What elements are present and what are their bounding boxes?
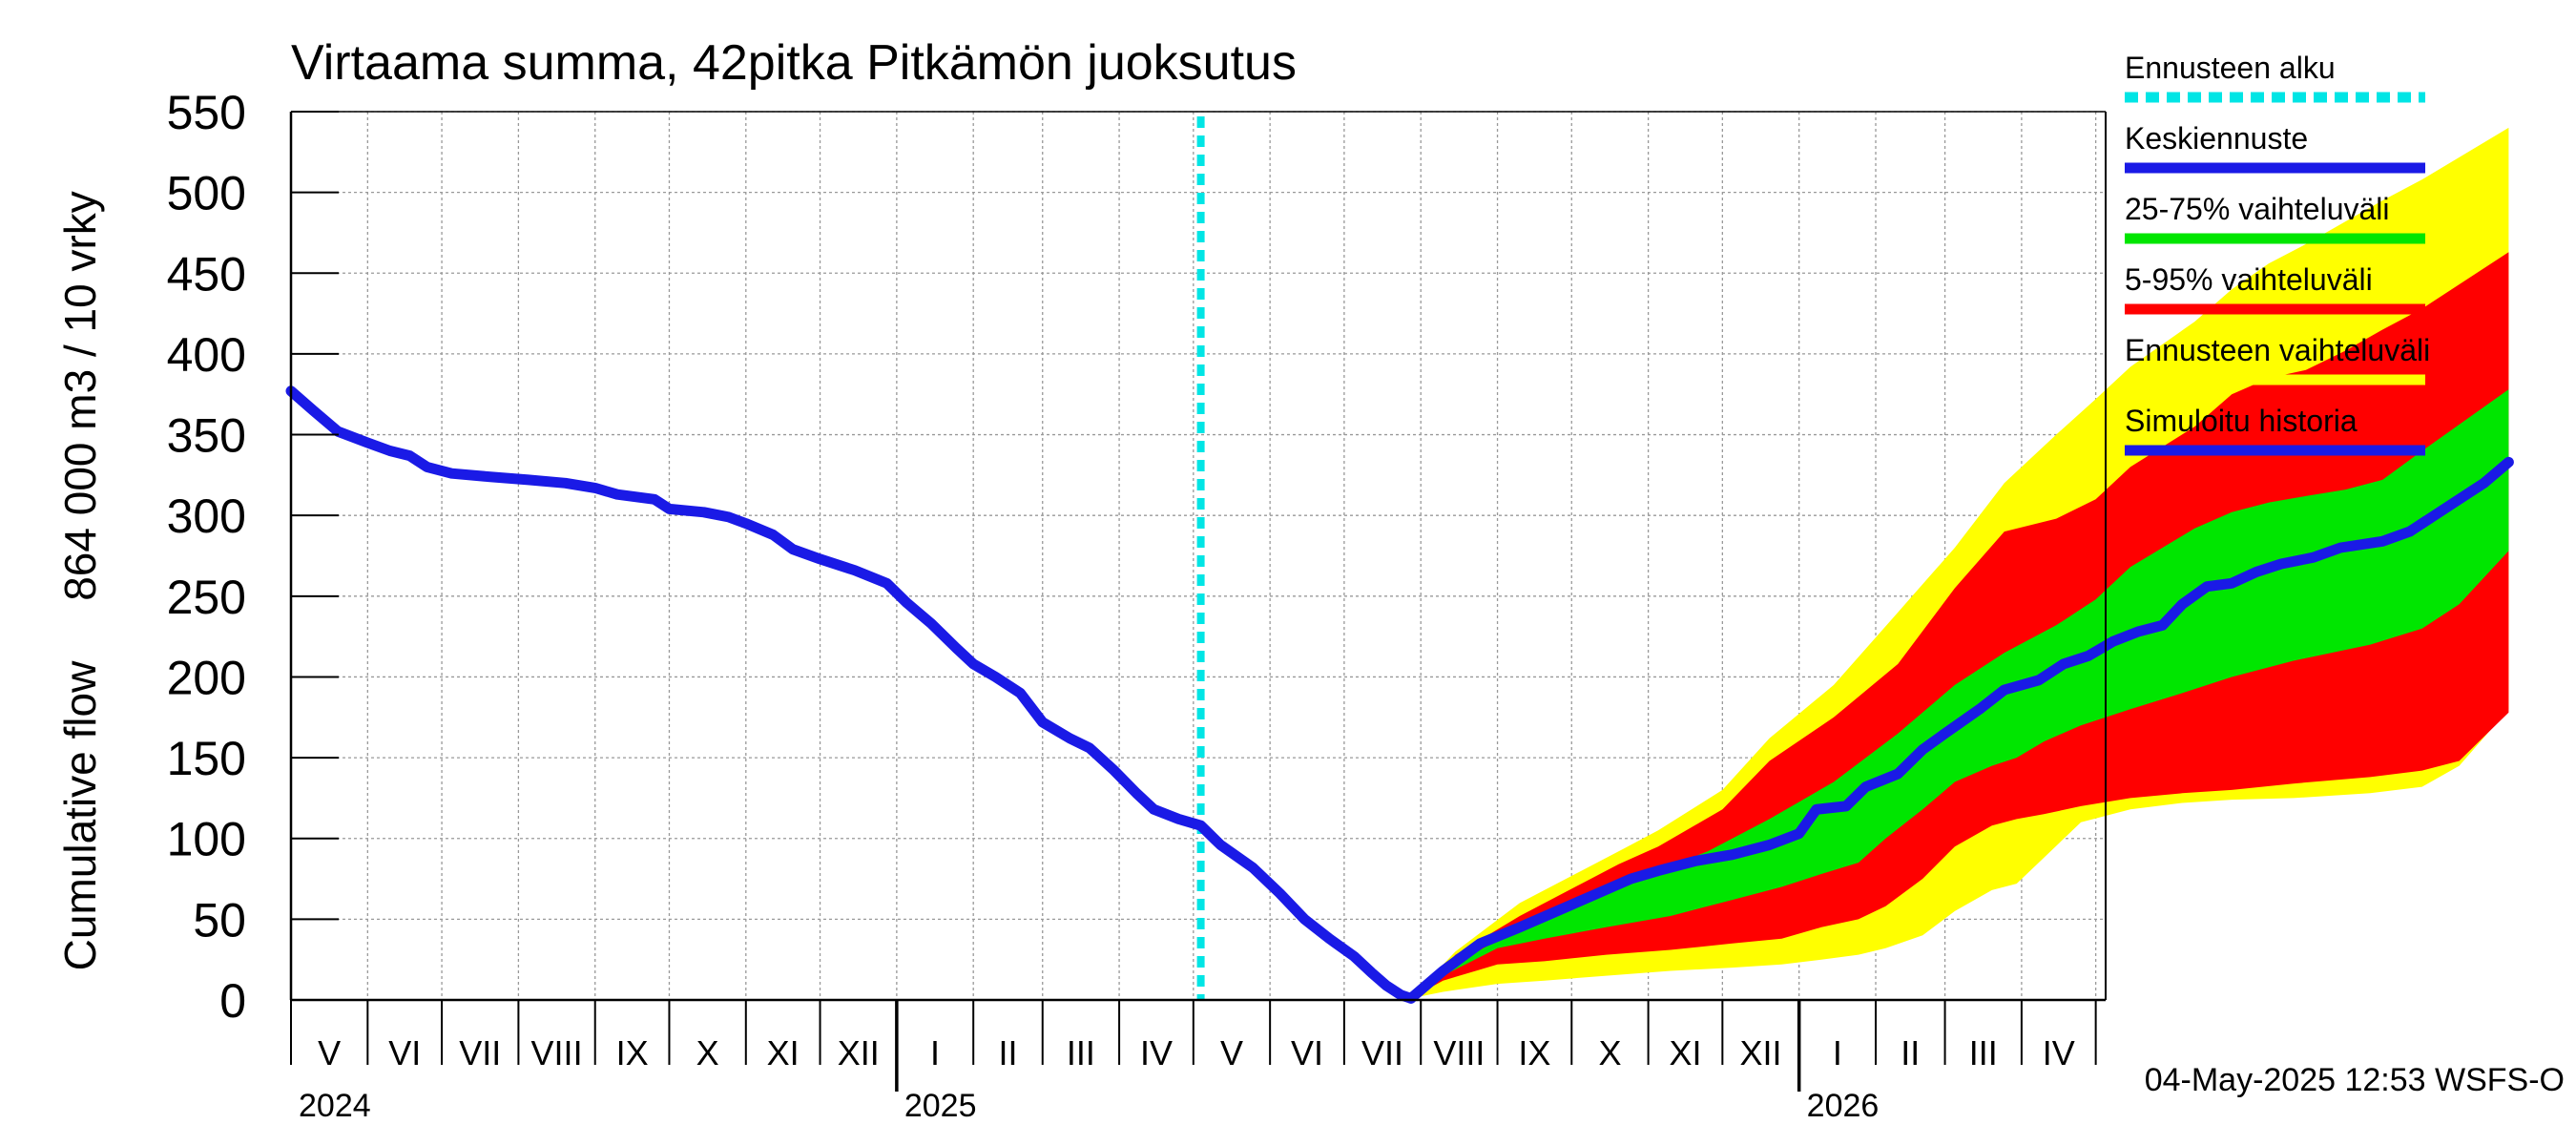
month-label: VI [1291, 1033, 1323, 1072]
legend-label: Keskiennuste [2125, 121, 2308, 156]
month-label: II [1901, 1033, 1920, 1072]
month-label: III [1067, 1033, 1095, 1072]
y-tick-label: 200 [167, 651, 246, 704]
y-axis-label-line2: 864 000 m3 / 10 vrky [55, 191, 105, 601]
month-label: VII [459, 1033, 501, 1072]
month-label: IV [1140, 1033, 1173, 1072]
timestamp: 04-May-2025 12:53 WSFS-O [2145, 1062, 2565, 1098]
legend: Ennusteen alku Keskiennuste 25-75% vaihtel… [2125, 51, 2430, 456]
year-label: 2026 [1807, 1088, 1880, 1124]
month-label: I [1833, 1033, 1842, 1072]
month-label: XII [838, 1033, 880, 1072]
series-line-simuloitu-historia [285, 385, 1417, 1004]
legend-label: Ennusteen alku [2125, 51, 2336, 85]
month-label: VII [1361, 1033, 1403, 1072]
series-lines [285, 116, 2514, 1004]
month-label: VIII [531, 1033, 583, 1072]
band-5-95-vaihteluv-li [1410, 252, 2509, 999]
legend-label: Simuloitu historia [2125, 404, 2358, 438]
y-tick-label: 50 [193, 893, 246, 947]
y-axis: 0 50 100 150 200 250 300 350 400 450 500 550 [167, 86, 339, 1028]
y-tick-label: 0 [219, 974, 246, 1028]
y-tick-label: 550 [167, 86, 246, 139]
y-tick-label: 500 [167, 167, 246, 220]
legend-label: 25-75% vaihteluväli [2125, 192, 2390, 226]
y-tick-label: 100 [167, 813, 246, 866]
month-label: XII [1740, 1033, 1782, 1072]
y-tick-label: 450 [167, 247, 246, 301]
legend-label: 5-95% vaihteluväli [2125, 262, 2373, 297]
month-label: X [696, 1033, 719, 1072]
month-label: XI [767, 1033, 800, 1072]
month-label: V [318, 1033, 341, 1072]
month-label: I [930, 1033, 940, 1072]
month-label: VIII [1433, 1033, 1485, 1072]
y-tick-label: 150 [167, 732, 246, 785]
month-label: IX [1518, 1033, 1550, 1072]
x-axis: V VI VII VIII IX X XI XII I II III IV V VI VII VIII IX X X… [290, 1000, 2097, 1124]
month-label: III [1969, 1033, 1998, 1072]
month-label: XI [1669, 1033, 1701, 1072]
band-25-75-vaihteluv-li [1410, 389, 2509, 999]
month-label: V [1220, 1033, 1243, 1072]
y-tick-label: 350 [167, 409, 246, 463]
month-label: II [998, 1033, 1017, 1072]
forecast-bands [1410, 127, 2509, 999]
chart-title: Virtaama summa, 42pitka Pitkämön juoksut… [291, 35, 1297, 91]
legend-label: Ennusteen vaihteluväli [2125, 333, 2430, 367]
series-line-keskiennuste [1405, 456, 2514, 1004]
month-label: VI [388, 1033, 421, 1072]
month-label: X [1598, 1033, 1621, 1072]
y-tick-label: 300 [167, 489, 246, 543]
month-label: IX [616, 1033, 649, 1072]
year-label: 2025 [904, 1088, 977, 1124]
month-label: IV [2043, 1033, 2075, 1072]
plot-frame [289, 111, 2107, 1002]
y-tick-label: 250 [167, 571, 246, 624]
y-axis-label-line1: Cumulative flow [55, 660, 105, 970]
year-label: 2024 [299, 1088, 371, 1124]
y-tick-label: 400 [167, 328, 246, 382]
